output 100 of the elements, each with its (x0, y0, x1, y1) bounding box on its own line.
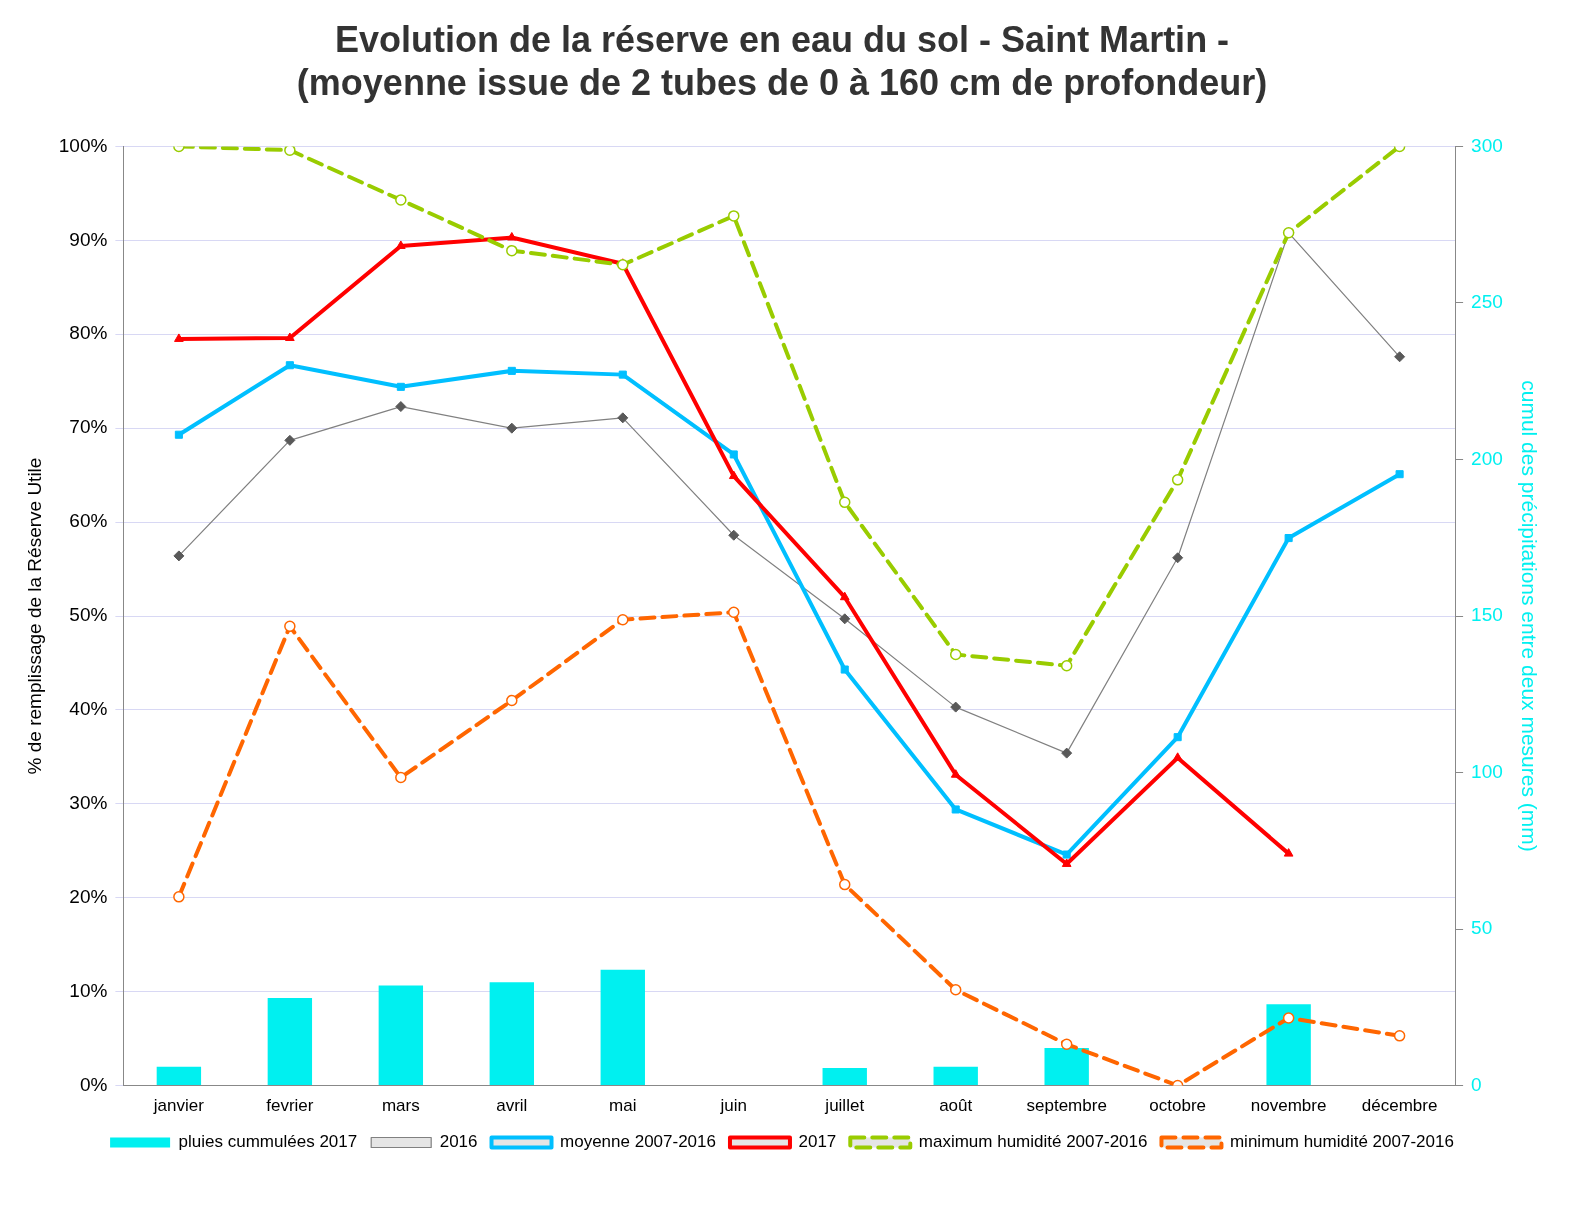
point (507, 366, 516, 375)
point (395, 771, 407, 784)
point (1283, 848, 1294, 857)
point (1061, 747, 1073, 759)
point (174, 430, 183, 439)
point (395, 401, 407, 413)
point (285, 361, 294, 370)
point (839, 591, 850, 601)
legend-label: 2016 (439, 1132, 478, 1152)
y-tick-label: 20% (69, 885, 108, 907)
point (949, 984, 962, 996)
legend-label: pluies cummulées 2017 (178, 1132, 358, 1152)
point (949, 648, 962, 661)
point (1060, 660, 1073, 672)
point (729, 450, 738, 459)
bar (1266, 1004, 1311, 1086)
point (839, 613, 851, 625)
y-tick-label: 0% (79, 1073, 108, 1095)
bar (489, 982, 534, 1086)
y-tick-label: 80% (69, 322, 108, 344)
y-axis-title: % de remplissage de la Réserve Utile (23, 457, 45, 775)
point (506, 244, 518, 257)
x-tick-label: août (939, 1096, 973, 1116)
point (1284, 534, 1293, 543)
y2-tick-label: 300 (1471, 134, 1503, 156)
y2-tick-label: 200 (1471, 447, 1503, 469)
bar (267, 997, 313, 1086)
point (728, 606, 740, 618)
x-tick-label: fevrier (266, 1096, 314, 1116)
point (617, 258, 629, 271)
bar (933, 1066, 978, 1086)
point (1061, 858, 1072, 867)
point (174, 333, 184, 342)
point (1282, 1012, 1295, 1024)
x-tick-label: décembre (1361, 1096, 1438, 1116)
point (1395, 470, 1404, 479)
point (728, 529, 740, 541)
legend-label: moyenne 2007-2016 (560, 1132, 716, 1152)
y-tick-label: 100% (58, 134, 108, 156)
y2-tick-label: 150 (1471, 604, 1503, 626)
x-tick-label: octobre (1149, 1096, 1207, 1116)
point (1394, 351, 1406, 363)
x-tick-label: septembre (1026, 1096, 1107, 1116)
text: Evolution de la réserve en eau du sol - Saint Martin - (334, 18, 1230, 60)
y-tick-label: 60% (69, 510, 108, 532)
point (617, 614, 629, 626)
point (617, 412, 629, 424)
point (173, 550, 185, 562)
legend-label: minimum humidité 2007-2016 (1229, 1132, 1454, 1152)
point (950, 769, 961, 778)
y2-tick-label: 100 (1471, 760, 1503, 782)
point (285, 332, 295, 341)
point (838, 496, 851, 509)
point (173, 891, 185, 903)
x-tick-label: mai (609, 1096, 637, 1116)
text: (moyenne issue de 2 tubes de 0 à 160 cm de profondeur) (296, 61, 1268, 103)
y-tick-label: 40% (69, 698, 108, 720)
point (395, 194, 407, 206)
point (1171, 474, 1184, 486)
point (840, 665, 849, 674)
point (1393, 1030, 1406, 1042)
point (728, 470, 739, 480)
point (506, 422, 518, 434)
bar (822, 1068, 867, 1086)
y2-tick-label: 250 (1471, 291, 1503, 313)
bar (1044, 1048, 1089, 1086)
point (506, 694, 518, 707)
point (284, 620, 296, 633)
legend-label: maximum humidité 2007-2016 (918, 1132, 1148, 1152)
y-tick-label: 30% (69, 792, 108, 814)
y-tick-label: 90% (69, 228, 108, 250)
x-tick-label: juin (719, 1096, 747, 1116)
bar (378, 985, 424, 1086)
x-tick-label: juillet (824, 1096, 865, 1116)
point (506, 232, 517, 241)
point (838, 878, 851, 891)
legend-label: 2017 (798, 1132, 837, 1152)
point (1062, 850, 1071, 859)
point (396, 382, 405, 391)
point (618, 370, 627, 379)
y2-tick-label: 50 (1471, 917, 1493, 939)
y-tick-label: 50% (69, 604, 108, 626)
x-tick-label: avril (496, 1096, 528, 1116)
point (284, 146, 296, 156)
point (1172, 752, 1183, 761)
bar (156, 1066, 202, 1086)
y2-axis-title: cumul des précipitations entre deux mesures (mm) (1517, 380, 1541, 852)
point (1172, 552, 1184, 564)
bar (600, 969, 645, 1086)
y-tick-label: 70% (69, 416, 108, 438)
point (728, 210, 740, 222)
point (950, 701, 962, 713)
point (1060, 1038, 1073, 1051)
point (396, 240, 406, 249)
point (951, 805, 960, 814)
y-tick-label: 10% (69, 979, 108, 1001)
x-tick-label: janvier (152, 1096, 205, 1116)
point (1173, 733, 1182, 742)
x-tick-label: mars (381, 1096, 420, 1116)
point (284, 434, 296, 446)
